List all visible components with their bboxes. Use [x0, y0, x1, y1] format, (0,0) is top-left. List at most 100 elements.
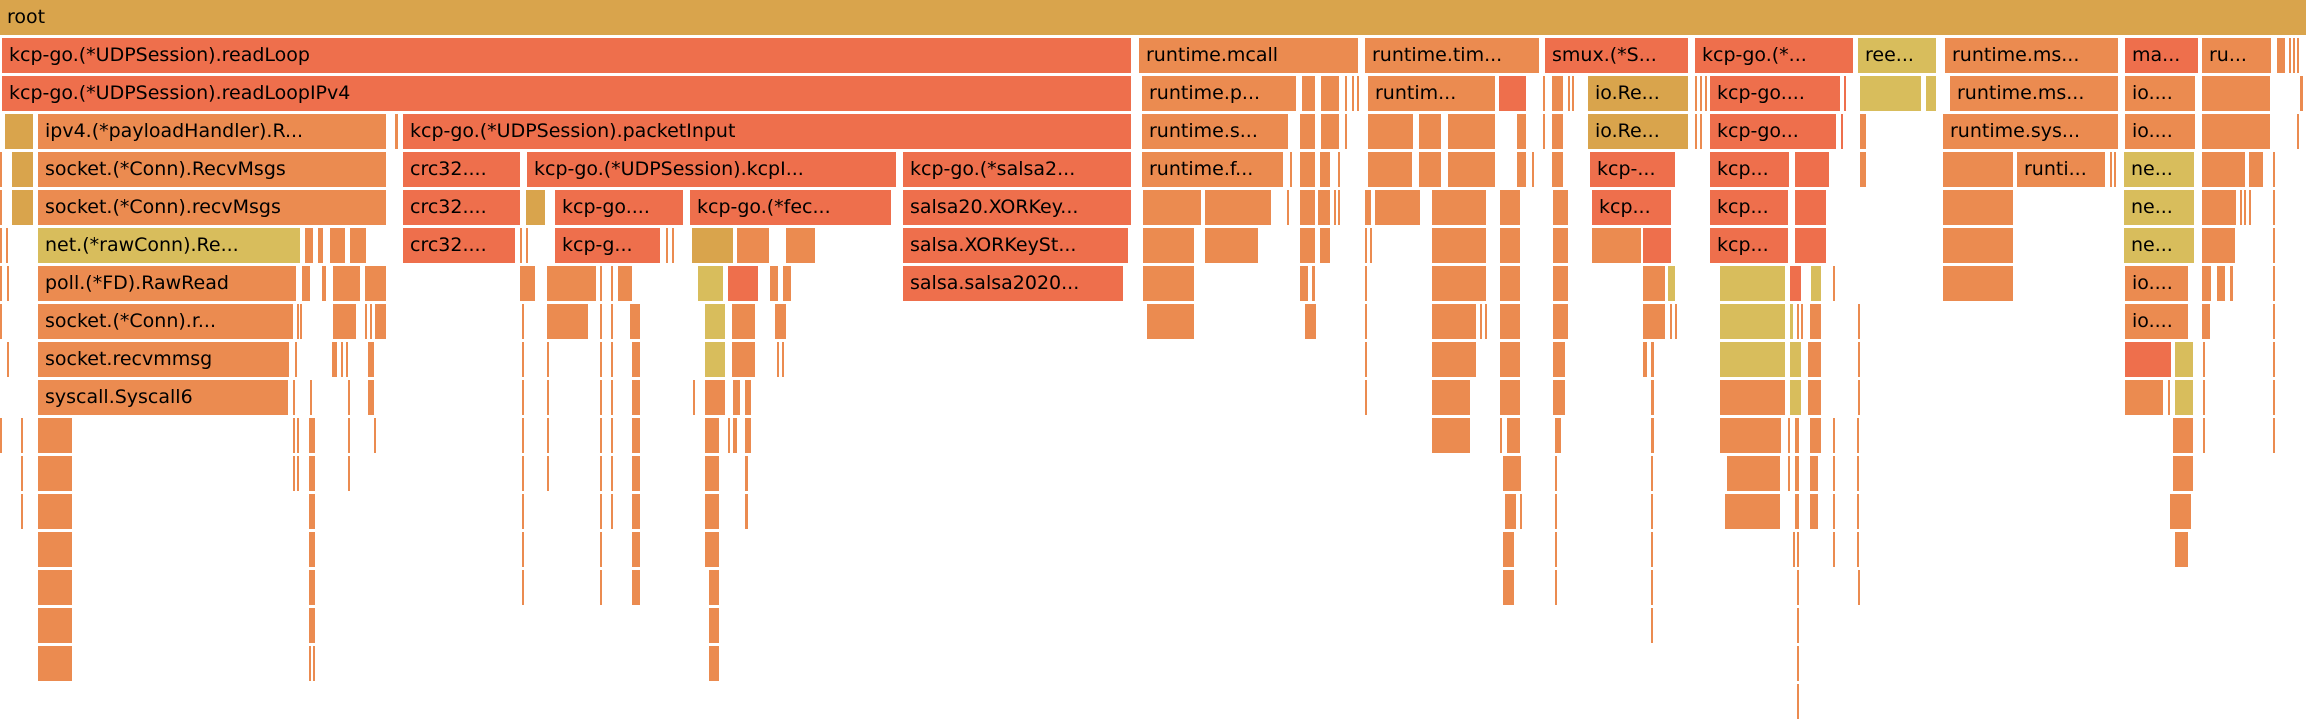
frame[interactable] [1552, 152, 1563, 187]
frame-kcp-go-udpsession-readloopipv4[interactable]: kcp-go.(*UDPSession).readLoopIPv4 [2, 76, 1131, 111]
frame[interactable] [600, 532, 602, 567]
frame[interactable] [1943, 266, 2013, 301]
frame-salsa-salsa2020[interactable]: salsa.salsa2020... [903, 266, 1123, 301]
frame[interactable] [632, 570, 640, 605]
frame[interactable] [1592, 228, 1641, 263]
frame-root[interactable]: root [0, 0, 2306, 35]
frame[interactable] [1365, 266, 1367, 301]
frame[interactable] [1365, 190, 1371, 225]
frame[interactable] [1334, 190, 1336, 225]
frame[interactable] [2202, 114, 2270, 149]
frame[interactable] [297, 456, 299, 491]
frame[interactable] [348, 418, 350, 453]
frame[interactable] [0, 190, 2, 225]
frame[interactable] [709, 646, 719, 681]
frame[interactable] [300, 304, 302, 339]
frame[interactable] [309, 532, 315, 567]
frame-salsa20-xorkey[interactable]: salsa20.XORKey... [903, 190, 1131, 225]
frame[interactable] [547, 380, 549, 415]
frame[interactable] [705, 532, 719, 567]
frame[interactable] [1305, 304, 1316, 339]
frame-runtime-sys[interactable]: runtime.sys... [1943, 114, 2118, 149]
frame[interactable] [1321, 76, 1339, 111]
frame[interactable] [732, 342, 755, 377]
frame[interactable] [38, 570, 72, 605]
frame-runtime-tim[interactable]: runtime.tim... [1365, 38, 1539, 73]
frame[interactable] [1651, 418, 1654, 453]
frame[interactable] [632, 342, 640, 377]
frame[interactable] [375, 304, 386, 339]
frame[interactable] [1795, 456, 1799, 491]
frame-syscall-syscall6[interactable]: syscall.Syscall6 [38, 380, 288, 415]
frame[interactable] [309, 494, 315, 529]
frame[interactable] [1795, 152, 1829, 187]
frame[interactable] [0, 266, 2, 301]
frame-io[interactable]: io.... [2125, 76, 2195, 111]
frame[interactable] [1670, 304, 1672, 339]
frame-runtim[interactable]: runtim... [1368, 76, 1495, 111]
frame[interactable] [1555, 570, 1557, 605]
frame[interactable] [705, 304, 725, 339]
frame-runtime-ms[interactable]: runtime.ms... [1945, 38, 2118, 73]
frame[interactable] [520, 228, 522, 263]
frame[interactable] [520, 266, 535, 301]
frame[interactable] [611, 418, 613, 453]
frame[interactable] [1720, 418, 1781, 453]
frame[interactable] [1553, 266, 1568, 301]
frame-ma[interactable]: ma... [2125, 38, 2198, 73]
frame-net-rawconn-re[interactable]: net.(*rawConn).Re... [38, 228, 300, 263]
frame[interactable] [632, 380, 640, 415]
frame[interactable] [705, 418, 719, 453]
frame[interactable] [368, 342, 374, 377]
frame[interactable] [1143, 190, 1201, 225]
frame[interactable] [38, 608, 72, 643]
frame[interactable] [1143, 266, 1194, 301]
frame[interactable] [293, 456, 295, 491]
frame[interactable] [1375, 190, 1420, 225]
frame[interactable] [302, 266, 310, 301]
frame[interactable] [1568, 76, 1570, 111]
frame[interactable] [698, 266, 723, 301]
frame[interactable] [12, 152, 33, 187]
frame[interactable] [732, 304, 755, 339]
frame[interactable] [293, 380, 295, 415]
frame[interactable] [1797, 570, 1799, 605]
frame[interactable] [1300, 266, 1308, 301]
frame[interactable] [600, 418, 602, 453]
frame[interactable] [1797, 532, 1799, 567]
frame[interactable] [1833, 456, 1835, 491]
frame[interactable] [526, 228, 528, 263]
frame[interactable] [1500, 190, 1520, 225]
frame[interactable] [1797, 304, 1799, 339]
frame[interactable] [1700, 76, 1702, 111]
frame[interactable] [1485, 304, 1487, 339]
frame[interactable] [547, 342, 549, 377]
frame[interactable] [1943, 190, 2013, 225]
frame[interactable] [632, 418, 640, 453]
frame[interactable] [1720, 342, 1785, 377]
frame[interactable] [1651, 380, 1654, 415]
frame[interactable] [2125, 380, 2163, 415]
frame[interactable] [1808, 342, 1821, 377]
frame-socket-conn-r[interactable]: socket.(*Conn).r... [38, 304, 293, 339]
frame[interactable] [1811, 266, 1821, 301]
frame[interactable] [1788, 418, 1790, 453]
frame[interactable] [709, 608, 719, 643]
frame[interactable] [350, 228, 366, 263]
frame[interactable] [1797, 608, 1799, 643]
frame[interactable] [370, 304, 372, 339]
frame[interactable] [1860, 114, 1866, 149]
frame[interactable] [2110, 152, 2112, 187]
frame[interactable] [522, 494, 524, 529]
frame[interactable] [1651, 456, 1653, 491]
frame[interactable] [1555, 532, 1557, 567]
frame[interactable] [1432, 418, 1470, 453]
frame[interactable] [1790, 304, 1793, 339]
frame[interactable] [1841, 114, 1843, 149]
frame[interactable] [1543, 114, 1545, 149]
frame-kcp[interactable]: kcp... [1710, 190, 1788, 225]
frame[interactable] [6, 228, 8, 263]
frame[interactable] [1287, 190, 1289, 225]
frame[interactable] [2273, 190, 2275, 225]
frame[interactable] [1500, 342, 1520, 377]
